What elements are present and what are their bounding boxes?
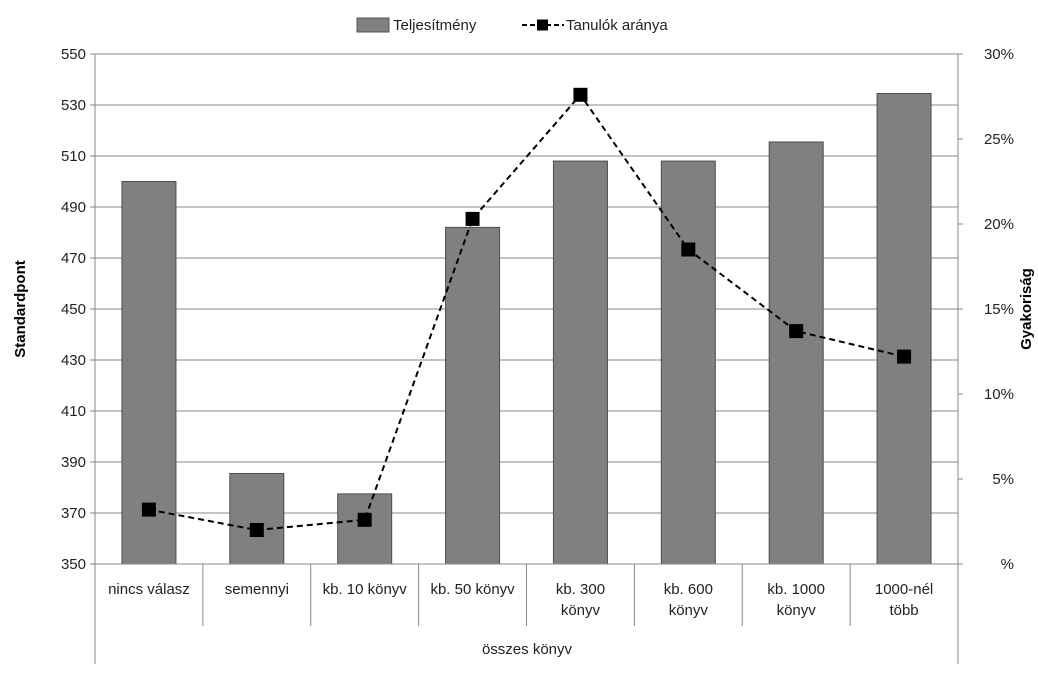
line-series: [141, 87, 912, 537]
bar-0: [121, 181, 177, 565]
y-tick-label: 350: [61, 556, 86, 573]
gridlines: [95, 53, 958, 514]
category-labels: nincs válasz semennyi kb. 10 könyv kb. 50 k…: [108, 581, 933, 619]
axes: [90, 53, 963, 664]
series-line: [148, 93, 905, 532]
y2-tick-label: %: [1001, 556, 1014, 573]
y-tick-label: 450: [61, 301, 86, 318]
bar-7: [876, 93, 932, 565]
y-tick-label: 370: [61, 505, 86, 522]
line-marker-6: [789, 324, 804, 339]
legend-bar-swatch: [356, 17, 390, 33]
line-marker-5: [681, 242, 696, 257]
y-tick-label: 430: [61, 352, 86, 369]
category-label: kb. 300: [556, 581, 605, 598]
category-label: kb. 10 könyv: [323, 581, 408, 598]
y2-tick-label: 15%: [984, 301, 1014, 318]
y-tick-label: 510: [61, 148, 86, 165]
category-label: könyv: [561, 602, 601, 619]
category-label: 1000-nél: [875, 581, 933, 598]
category-label: kb. 1000: [767, 581, 825, 598]
category-label: több: [889, 602, 918, 619]
bar-1: [229, 472, 285, 565]
bar-5: [660, 160, 716, 565]
y2-axis-title: Gyakoriság: [1018, 268, 1035, 350]
line-marker-3: [465, 211, 480, 226]
y-tick-label: 410: [61, 403, 86, 420]
group-label: összes könyv: [482, 641, 573, 658]
bar-4: [552, 160, 608, 565]
y-tick-label: 490: [61, 199, 86, 216]
category-label: könyv: [777, 602, 817, 619]
category-label: kb. 600: [664, 581, 713, 598]
line-marker-4: [573, 87, 588, 102]
line-marker-0: [141, 502, 156, 517]
y2-tick-label: 5%: [992, 471, 1014, 488]
y-tick-label: 390: [61, 454, 86, 471]
line-marker-2: [357, 512, 372, 527]
bar-6: [768, 141, 824, 565]
y-tick-label: 470: [61, 250, 86, 267]
line-marker-1: [249, 523, 264, 537]
legend: Teljesítmény Tanulók aránya: [356, 17, 668, 34]
right-tick-labels: % 5% 10% 15% 20% 25% 30%: [984, 46, 1014, 573]
left-tick-labels: 350 370 390 410 430 450 470 490 510 530 550: [61, 46, 86, 573]
y-tick-label: 530: [61, 97, 86, 114]
bar-2: [337, 493, 393, 565]
bar-3: [445, 226, 501, 565]
y-tick-label: 550: [61, 46, 86, 63]
category-label: nincs válasz: [108, 581, 190, 598]
legend-line-label: Tanulók aránya: [566, 17, 668, 34]
y2-tick-label: 25%: [984, 131, 1014, 148]
category-label: könyv: [669, 602, 709, 619]
category-label: kb. 50 könyv: [430, 581, 515, 598]
y-axis-title: Standardpont: [12, 260, 29, 358]
legend-line-marker: [537, 19, 548, 31]
y2-tick-label: 30%: [984, 46, 1014, 63]
line-marker-7: [897, 349, 912, 364]
legend-bar-label: Teljesítmény: [393, 17, 477, 34]
category-label: semennyi: [225, 581, 289, 598]
y2-tick-label: 10%: [984, 386, 1014, 403]
y2-tick-label: 20%: [984, 216, 1014, 233]
bars: [121, 93, 932, 565]
